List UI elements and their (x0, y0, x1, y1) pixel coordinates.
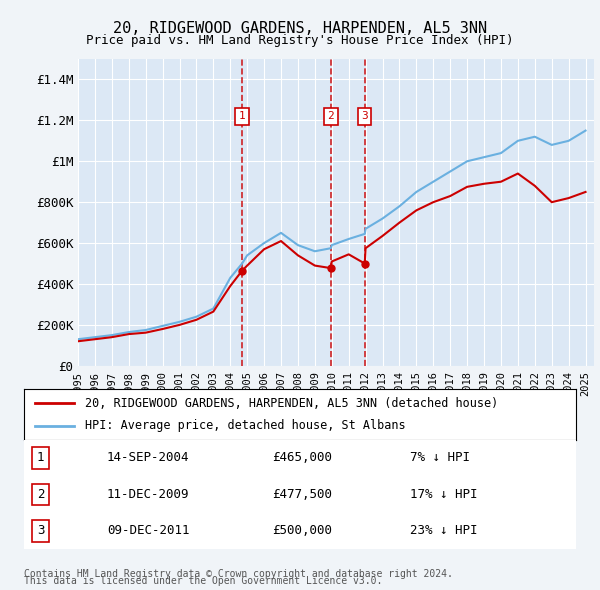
Text: HPI: Average price, detached house, St Albans: HPI: Average price, detached house, St A… (85, 419, 406, 432)
Text: 2: 2 (37, 488, 44, 501)
Text: 20, RIDGEWOOD GARDENS, HARPENDEN, AL5 3NN (detached house): 20, RIDGEWOOD GARDENS, HARPENDEN, AL5 3N… (85, 397, 498, 410)
Text: 2: 2 (328, 112, 334, 122)
Text: £465,000: £465,000 (272, 451, 332, 464)
Text: 11-DEC-2009: 11-DEC-2009 (107, 488, 190, 501)
Text: 1: 1 (37, 451, 44, 464)
Text: 3: 3 (37, 525, 44, 537)
Text: 23% ↓ HPI: 23% ↓ HPI (410, 525, 478, 537)
Text: 20, RIDGEWOOD GARDENS, HARPENDEN, AL5 3NN: 20, RIDGEWOOD GARDENS, HARPENDEN, AL5 3N… (113, 21, 487, 35)
Text: 7% ↓ HPI: 7% ↓ HPI (410, 451, 470, 464)
Text: 3: 3 (361, 112, 368, 122)
Text: Price paid vs. HM Land Registry's House Price Index (HPI): Price paid vs. HM Land Registry's House … (86, 34, 514, 47)
Text: 09-DEC-2011: 09-DEC-2011 (107, 525, 190, 537)
Text: £477,500: £477,500 (272, 488, 332, 501)
Text: £500,000: £500,000 (272, 525, 332, 537)
Text: 17% ↓ HPI: 17% ↓ HPI (410, 488, 478, 501)
Text: Contains HM Land Registry data © Crown copyright and database right 2024.: Contains HM Land Registry data © Crown c… (24, 569, 453, 579)
Text: This data is licensed under the Open Government Licence v3.0.: This data is licensed under the Open Gov… (24, 576, 382, 586)
Text: 14-SEP-2004: 14-SEP-2004 (107, 451, 190, 464)
Text: 1: 1 (239, 112, 245, 122)
